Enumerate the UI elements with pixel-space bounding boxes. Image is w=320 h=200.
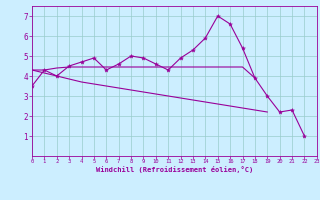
X-axis label: Windchill (Refroidissement éolien,°C): Windchill (Refroidissement éolien,°C) [96, 166, 253, 173]
